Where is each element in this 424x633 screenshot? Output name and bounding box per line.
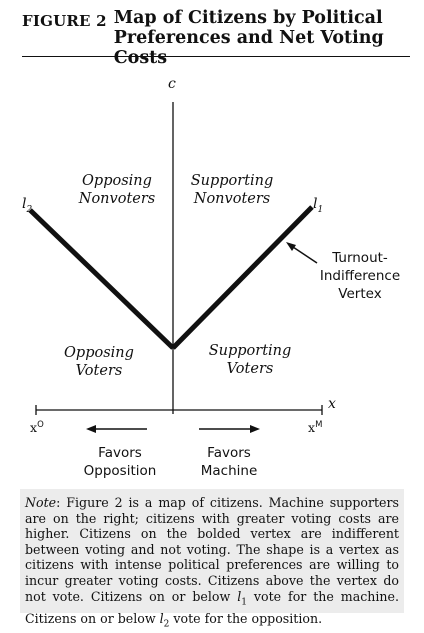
x-right-base: x — [308, 420, 316, 436]
region-opposing-voters-line-1: Opposing — [64, 345, 134, 361]
note-body-3: vote for the opposition. — [169, 610, 323, 626]
figure-label: FIGURE 2 — [22, 12, 107, 30]
region-supporting-nonvoters-line-1: Supporting — [190, 173, 274, 189]
region-opposing-nonvoters: Opposing Nonvoters — [62, 172, 172, 208]
annotation-arrow — [286, 242, 318, 264]
figure-title: Map of Citizens by Political Preferences… — [114, 8, 412, 68]
x-left-endpoint-label: xO — [30, 420, 44, 435]
direction-left-line-2: Opposition — [83, 463, 157, 479]
note-lead: Note — [25, 495, 57, 510]
arrow-left — [86, 425, 147, 433]
region-opposing-voters: Opposing Voters — [44, 344, 154, 380]
region-opposing-nonvoters-line-2: Nonvoters — [78, 191, 156, 207]
note-l2: l — [159, 610, 164, 626]
direction-right-line-1: Favors — [207, 445, 251, 461]
diagram-canvas — [28, 102, 323, 433]
region-opposing-voters-line-2: Voters — [75, 363, 123, 379]
region-supporting-voters-line-1: Supporting — [208, 343, 292, 359]
annotation-line-1: Turnout- — [332, 250, 388, 266]
line-label-l2: l2 — [22, 196, 32, 215]
figure-title-line-1: Map of Citizens by Political — [113, 8, 383, 28]
region-supporting-nonvoters: Supporting Nonvoters — [177, 172, 287, 208]
x-left-base: x — [30, 420, 38, 436]
figure-heading: FIGURE 2 Map of Citizens by Political Pr… — [22, 8, 412, 68]
region-supporting-voters-line-2: Voters — [226, 361, 274, 377]
x-axis-label: x — [328, 396, 336, 412]
direction-favors-machine: Favors Machine — [179, 444, 279, 480]
note-text: Note: Figure 2 is a map of citizens. Mac… — [25, 495, 399, 633]
annotation-turnout-indifference-vertex: Turnout- Indifference Vertex — [310, 249, 410, 303]
note-l1-sub: 1 — [241, 597, 247, 608]
diagram: c x xO xM l2 l1 Opposing Nonvoters Suppo… — [0, 60, 424, 485]
heading-rule — [22, 56, 410, 57]
arrow-right — [199, 425, 260, 433]
region-supporting-voters: Supporting Voters — [194, 342, 306, 378]
note-l1: l — [237, 588, 242, 604]
line-label-l2-base: l — [22, 196, 27, 212]
direction-left-line-1: Favors — [98, 445, 142, 461]
region-supporting-nonvoters-line-2: Nonvoters — [193, 191, 271, 207]
line-label-l1-sub: 1 — [317, 204, 324, 215]
direction-favors-opposition: Favors Opposition — [70, 444, 170, 480]
x-right-sup: M — [315, 420, 323, 430]
x-left-sup: O — [37, 420, 44, 430]
x-right-endpoint-label: xM — [308, 420, 322, 435]
line-label-l1-base: l — [313, 196, 318, 212]
line-label-l1: l1 — [313, 196, 323, 215]
y-axis-label: c — [168, 76, 176, 92]
annotation-line-2: Indifference — [319, 268, 401, 284]
vertex-line-l1 — [171, 205, 314, 350]
note-box: Note: Figure 2 is a map of citizens. Mac… — [20, 489, 404, 629]
note-body-1: : Figure 2 is a map of citizens. Machine… — [25, 495, 399, 604]
region-opposing-nonvoters-line-1: Opposing — [82, 173, 152, 189]
annotation-line-3: Vertex — [338, 286, 382, 302]
vertex-line-l2 — [28, 208, 175, 350]
figure-title-line-2: Preferences and Net Voting Costs — [113, 28, 384, 68]
line-label-l2-sub: 2 — [26, 204, 33, 215]
direction-right-line-2: Machine — [200, 463, 258, 479]
